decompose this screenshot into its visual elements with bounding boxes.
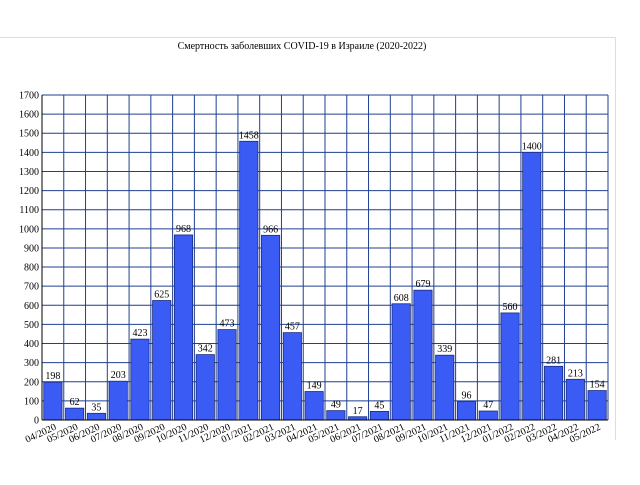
bar xyxy=(130,338,150,421)
bar xyxy=(413,289,433,421)
value-label: 213 xyxy=(568,368,583,379)
bar xyxy=(326,410,346,421)
value-label: 62 xyxy=(70,397,80,408)
bar xyxy=(65,407,85,421)
value-label: 560 xyxy=(503,302,518,313)
bar xyxy=(217,329,237,421)
bar xyxy=(522,151,542,421)
value-label: 966 xyxy=(263,224,278,235)
value-label: 1400 xyxy=(522,141,542,152)
bar xyxy=(282,332,302,421)
bar xyxy=(544,365,564,421)
value-label: 198 xyxy=(45,371,60,382)
value-label: 45 xyxy=(374,400,384,411)
bar xyxy=(173,234,194,421)
y-tick-label: 900 xyxy=(24,243,39,254)
bar xyxy=(435,354,455,421)
value-label: 1458 xyxy=(239,130,259,141)
value-label: 457 xyxy=(285,322,300,333)
bar xyxy=(565,378,585,421)
y-tick-label: 1600 xyxy=(19,110,39,121)
y-tick-label: 100 xyxy=(24,396,39,407)
y-tick-label: 1700 xyxy=(19,91,39,102)
y-tick-label: 300 xyxy=(24,358,39,369)
bar xyxy=(391,303,411,421)
value-label: 679 xyxy=(415,279,430,290)
value-label: 625 xyxy=(154,290,169,301)
bar xyxy=(478,410,498,421)
value-label: 203 xyxy=(111,370,126,381)
y-tick-label: 1200 xyxy=(19,186,39,197)
value-label: 35 xyxy=(91,402,101,413)
bar xyxy=(152,300,172,421)
bar xyxy=(456,401,477,421)
value-label: 281 xyxy=(546,355,561,366)
value-label: 17 xyxy=(353,406,363,417)
bar xyxy=(108,380,128,421)
value-label: 96 xyxy=(462,391,472,402)
y-tick-label: 1000 xyxy=(19,224,39,235)
bar xyxy=(195,354,215,421)
value-label: 473 xyxy=(220,319,235,330)
y-tick-label: 800 xyxy=(24,263,39,274)
value-label: 47 xyxy=(483,400,493,411)
y-tick-label: 700 xyxy=(24,282,39,293)
value-label: 423 xyxy=(132,328,147,339)
bar xyxy=(43,381,63,421)
y-tick-label: 500 xyxy=(24,320,39,331)
bar xyxy=(239,140,259,421)
value-label: 339 xyxy=(437,344,452,355)
bar xyxy=(261,234,281,421)
value-label: 608 xyxy=(394,293,409,304)
value-label: 149 xyxy=(307,381,322,392)
value-label: 49 xyxy=(331,400,341,411)
y-tick-label: 1400 xyxy=(19,148,39,159)
y-tick-label: 1100 xyxy=(19,205,39,216)
y-tick-label: 1500 xyxy=(19,129,39,140)
bar xyxy=(369,410,389,421)
y-tick-label: 0 xyxy=(34,416,39,427)
y-tick-label: 400 xyxy=(24,339,39,350)
chart-title: Смертность заболевших COVID-19 в Израиле… xyxy=(178,41,427,52)
bar xyxy=(587,390,607,421)
bar xyxy=(500,312,520,421)
bar xyxy=(86,412,106,421)
y-tick-label: 1300 xyxy=(19,167,39,178)
value-label: 342 xyxy=(198,344,213,355)
bar xyxy=(304,391,324,421)
value-label: 154 xyxy=(590,380,605,391)
value-label: 968 xyxy=(176,224,191,235)
y-tick-label: 200 xyxy=(24,377,39,388)
y-tick-label: 600 xyxy=(24,301,39,312)
